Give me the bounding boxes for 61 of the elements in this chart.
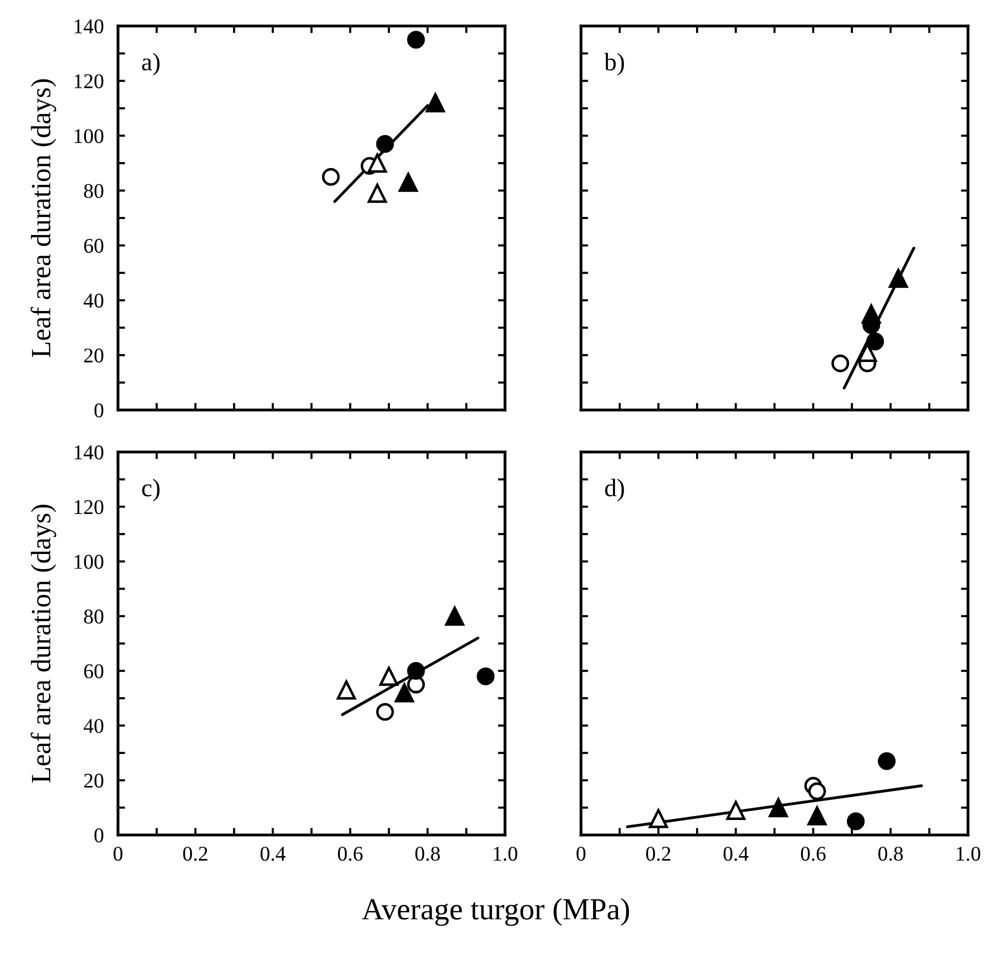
x-tick-label: 0.4 — [724, 846, 748, 861]
x-tick-label: 0.2 — [183, 846, 208, 861]
point — [407, 676, 425, 694]
y-tick-label: 20 — [84, 348, 104, 363]
x-tick-label: 0.2 — [646, 846, 670, 861]
text: d) — [605, 478, 624, 502]
point — [368, 154, 387, 173]
point — [445, 606, 464, 626]
x-tick-label: 0 — [576, 846, 586, 861]
y-tick-label: 100 — [74, 554, 104, 569]
point — [866, 332, 884, 350]
y-tick-label: 0 — [94, 403, 104, 418]
point — [862, 304, 881, 324]
point — [726, 800, 746, 820]
y-axis-title: Leaf area duration (days) — [30, 504, 56, 783]
point — [407, 30, 425, 49]
y-tick-label: 120 — [74, 74, 104, 88]
x-tick-label: 0.8 — [878, 846, 903, 861]
point — [379, 666, 398, 686]
point — [831, 354, 850, 372]
x-tick-label: 1.0 — [956, 846, 980, 861]
x-axis-title: Average turgor (MPa) — [362, 898, 630, 926]
y-tick-label: 140 — [74, 19, 104, 34]
x-tick-label: 1.0 — [494, 846, 518, 861]
point — [376, 135, 394, 153]
y-tick-label: 80 — [84, 184, 104, 198]
x-tick-label: 0 — [114, 846, 122, 861]
point — [394, 683, 414, 702]
y-tick-label: 60 — [84, 238, 104, 253]
y-tick-label: 60 — [84, 664, 104, 678]
text: a) — [142, 52, 160, 76]
y-tick-label: 40 — [84, 294, 104, 308]
point — [407, 662, 425, 680]
x-tick-label: 0.6 — [338, 846, 363, 861]
y-tick-label: 0 — [94, 828, 104, 842]
y-tick-label: 40 — [84, 718, 104, 734]
point — [807, 806, 827, 826]
point — [368, 184, 387, 203]
point — [846, 812, 865, 830]
x-tick-label: 0.8 — [415, 846, 440, 861]
text: b) — [604, 52, 624, 76]
point — [768, 798, 788, 818]
point — [476, 667, 495, 686]
y-tick-label: 80 — [84, 610, 104, 624]
y-tick-label: 120 — [74, 500, 104, 514]
y-tick-label: 100 — [74, 129, 104, 144]
point — [808, 782, 826, 800]
text: c) — [142, 478, 160, 502]
y-tick-label: 140 — [74, 445, 104, 460]
point — [322, 168, 340, 186]
x-tick-label: 0.6 — [800, 846, 826, 861]
point — [398, 172, 418, 192]
point — [648, 809, 668, 828]
point — [426, 93, 445, 112]
point — [376, 703, 394, 721]
point — [888, 268, 908, 288]
point — [878, 752, 896, 770]
point — [336, 680, 356, 700]
y-tick-label: 20 — [84, 774, 104, 788]
y-axis-title: Leaf area duration (days) — [30, 79, 56, 358]
x-tick-label: 0.4 — [260, 846, 286, 861]
